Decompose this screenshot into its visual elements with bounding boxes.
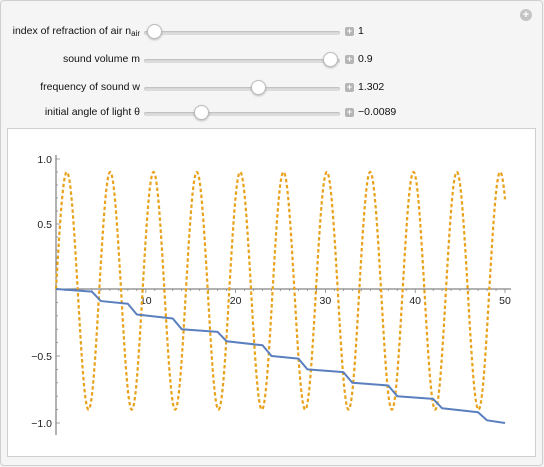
control-label-text: initial angle of light θ — [44, 106, 140, 118]
expand-plus-icon[interactable]: + — [345, 54, 354, 64]
slider-thumb[interactable] — [146, 24, 162, 39]
x-tick-label: 30 — [320, 295, 332, 307]
expand-plus-icon[interactable]: + — [345, 26, 354, 36]
control-value: 1 — [358, 25, 364, 37]
options-plus-icon[interactable]: + — [520, 9, 532, 21]
control-row: initial angle of light θ + −0.0089 — [0, 103, 544, 123]
x-tick-label: 20 — [230, 295, 242, 307]
slider-track[interactable] — [144, 31, 340, 35]
control-row: sound volume m +0.9 — [0, 50, 544, 70]
control-label-subscript: air — [131, 29, 140, 38]
y-tick-label: −1.0 — [31, 418, 52, 430]
slider-track[interactable] — [144, 59, 340, 63]
x-tick-label: 10 — [140, 295, 152, 307]
control-label: frequency of sound w — [40, 81, 140, 93]
control-row: frequency of sound w +1.302 — [0, 78, 544, 98]
expand-plus-icon[interactable]: + — [345, 107, 354, 117]
plot-panel: 10 20 30 40 50 −1.0 −0.5 0.5 1.0 — [7, 128, 536, 457]
slider-thumb[interactable] — [250, 80, 266, 95]
control-label: index of refraction of air nair — [13, 25, 140, 38]
control-value: −0.0089 — [358, 106, 397, 118]
control-label-text: frequency of sound w — [40, 81, 140, 93]
control-value: 0.9 — [358, 53, 373, 65]
light-ray-series — [55, 288, 506, 424]
x-tick-label: 40 — [409, 295, 421, 307]
control-label-text: index of refraction of air n — [12, 25, 132, 37]
slider-thumb[interactable] — [193, 105, 209, 120]
x-tick-label: 50 — [499, 295, 511, 307]
control-value: 1.302 — [358, 81, 385, 93]
sound-wave-series — [54, 170, 507, 411]
slider-thumb[interactable] — [323, 52, 339, 67]
expand-plus-icon[interactable]: + — [345, 82, 354, 92]
plot-svg: 10 20 30 40 50 −1.0 −0.5 0.5 1.0 — [31, 154, 511, 435]
y-tick-label: 0.5 — [37, 219, 52, 231]
control-label: sound volume m — [63, 53, 140, 65]
y-tick-label: 1.0 — [37, 154, 52, 166]
control-row: index of refraction of air nair +1 — [0, 22, 544, 42]
slider-track[interactable] — [144, 87, 340, 91]
control-label-text: sound volume m — [62, 53, 140, 65]
slider-track[interactable] — [144, 112, 340, 116]
y-tick-label: −0.5 — [31, 351, 52, 363]
control-label: initial angle of light θ — [45, 106, 140, 118]
